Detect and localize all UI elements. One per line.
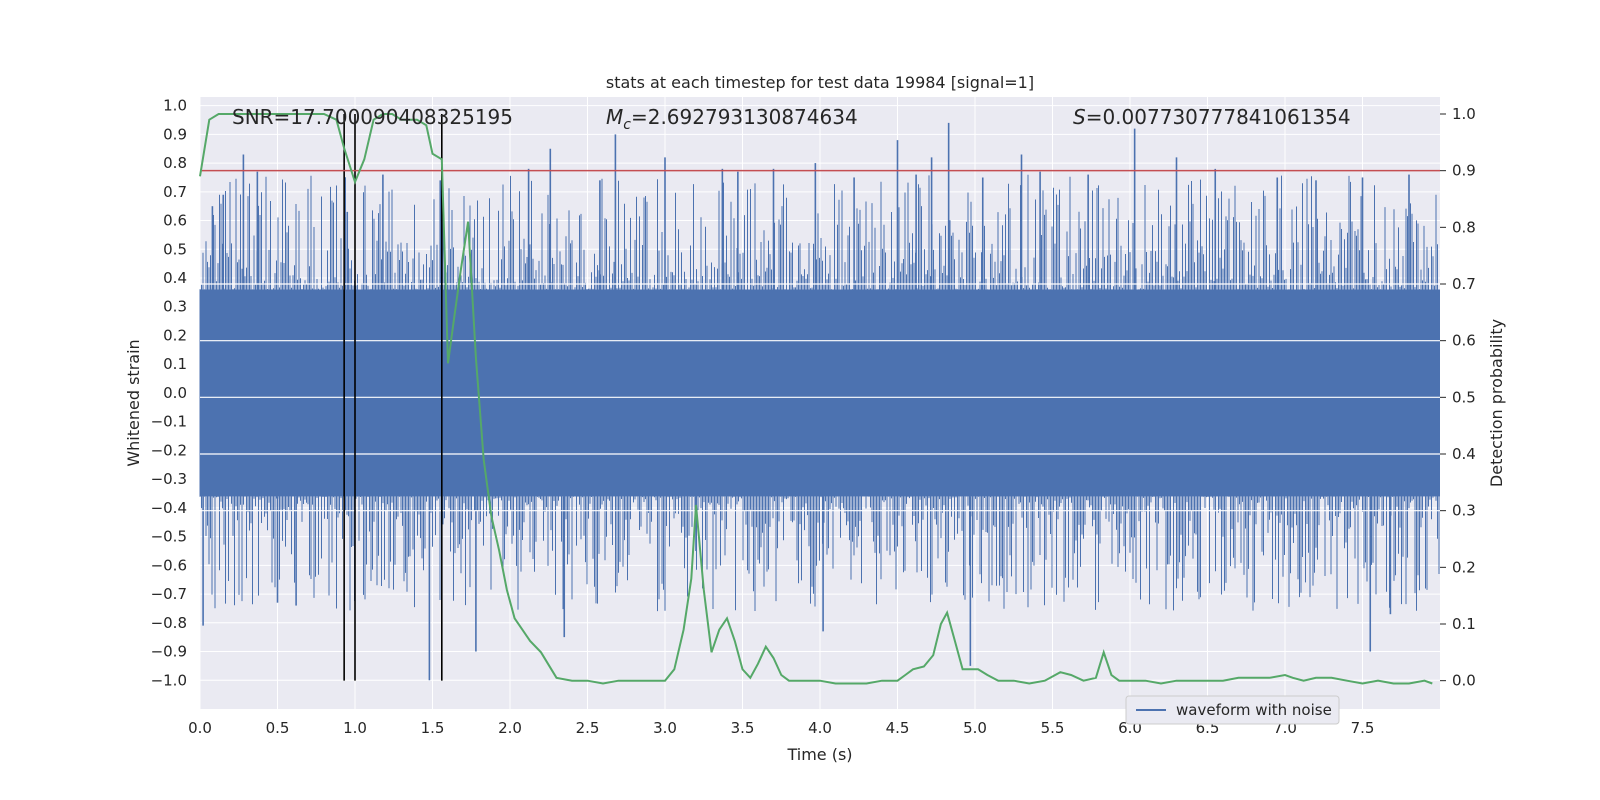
x-tick-label: 1.5 (421, 719, 445, 737)
y-left-tick-label: 0.2 (163, 326, 187, 344)
y-left-tick-label: 0.9 (163, 125, 187, 143)
legend-box (1125, 695, 1340, 725)
y-left-tick-label: −0.3 (151, 470, 187, 488)
chirp-mass-symbol: M (606, 105, 623, 129)
y-right-tick-label: 0.2 (1452, 558, 1476, 576)
grid-overlay (200, 283, 1440, 512)
y-right-tick-label: 0.1 (1452, 615, 1476, 633)
chirp-mass-value: =2.692793130874634 (631, 105, 858, 129)
x-axis-label: Time (s) (786, 745, 852, 764)
y-left-tick-label: −1.0 (151, 671, 187, 689)
y-left-tick-label: 0.1 (163, 355, 187, 373)
s-annotation: S=0.007730777841061354 (1073, 105, 1351, 129)
y-right-tick-label: 0.9 (1452, 162, 1476, 180)
y-right-tick-label: 0.6 (1452, 332, 1476, 350)
chirp-mass-subscript: c (623, 117, 631, 133)
y-right-tick-label: 0.7 (1452, 275, 1476, 293)
x-tick-label: 2.0 (498, 719, 522, 737)
x-tick-label: 1.0 (343, 719, 367, 737)
probability-line (199, 113, 1433, 685)
snr-annotation: SNR=17.700090408325195 (232, 105, 513, 129)
y-right-tick-label: 0.8 (1452, 218, 1476, 236)
waveform-peaks (199, 122, 1440, 681)
chart-title: stats at each timestep for test data 199… (606, 73, 1034, 92)
x-tick-label: 4.0 (808, 719, 832, 737)
x-tick-label: 4.5 (886, 719, 910, 737)
y-right-axis-label: Detection probability (1487, 319, 1506, 487)
y-left-tick-label: −0.7 (151, 585, 187, 603)
y-right-tick-label: 0.0 (1452, 672, 1476, 690)
x-tick-label: 0.0 (188, 719, 212, 737)
y-left-tick-label: 0.0 (163, 384, 187, 402)
y-left-tick-label: −0.8 (151, 614, 187, 632)
y-left-tick-label: −0.2 (151, 441, 187, 459)
x-tick-label: 2.5 (576, 719, 600, 737)
y-left-tick-label: 0.4 (163, 269, 187, 287)
y-right-tick-label: 0.3 (1452, 502, 1476, 520)
x-tick-label: 5.5 (1041, 719, 1065, 737)
y-left-tick-label: 0.6 (163, 212, 187, 230)
x-tick-label: 3.0 (653, 719, 677, 737)
x-tick-label: 7.5 (1351, 719, 1375, 737)
y-left-tick-label: −0.5 (151, 528, 187, 546)
x-tick-label: 5.0 (963, 719, 987, 737)
y-left-axis-ticks: 1.0 0.9 0.8 0.7 0.6 0.5 0.4 0.3 0.2 0.1 0.0 −0.1 −0.… (151, 97, 187, 690)
chirp-mass-annotation: Mc=2.692793130874634 (606, 105, 858, 133)
y-left-tick-label: −0.4 (151, 499, 187, 517)
y-right-tick-label: 0.5 (1452, 388, 1476, 406)
legend-label: waveform with noise (1176, 701, 1332, 719)
y-left-tick-label: 0.3 (163, 298, 187, 316)
y-left-tick-label: −0.9 (151, 643, 187, 661)
y-left-tick-label: −0.6 (151, 556, 187, 574)
y-left-tick-label: 0.7 (163, 183, 187, 201)
y-right-tick-label: 0.4 (1452, 445, 1476, 463)
y-right-axis-ticks: 1.0 0.9 0.8 0.7 0.6 0.5 0.4 0.3 0.2 0.1 0.0 (1440, 105, 1476, 690)
y-right-tick-label: 1.0 (1452, 105, 1476, 123)
y-left-axis-label: Whitened strain (124, 339, 143, 466)
legend: waveform with noise (1125, 695, 1340, 725)
vertical-lines (343, 114, 443, 681)
s-symbol: S (1073, 105, 1086, 129)
y-left-tick-label: −0.1 (151, 413, 187, 431)
s-value: =0.007730777841061354 (1086, 105, 1351, 129)
x-tick-label: 0.5 (266, 719, 290, 737)
y-left-tick-label: 0.8 (163, 154, 187, 172)
y-left-tick-label: 1.0 (163, 97, 187, 115)
x-tick-label: 3.5 (731, 719, 755, 737)
y-left-tick-label: 0.5 (163, 240, 187, 258)
